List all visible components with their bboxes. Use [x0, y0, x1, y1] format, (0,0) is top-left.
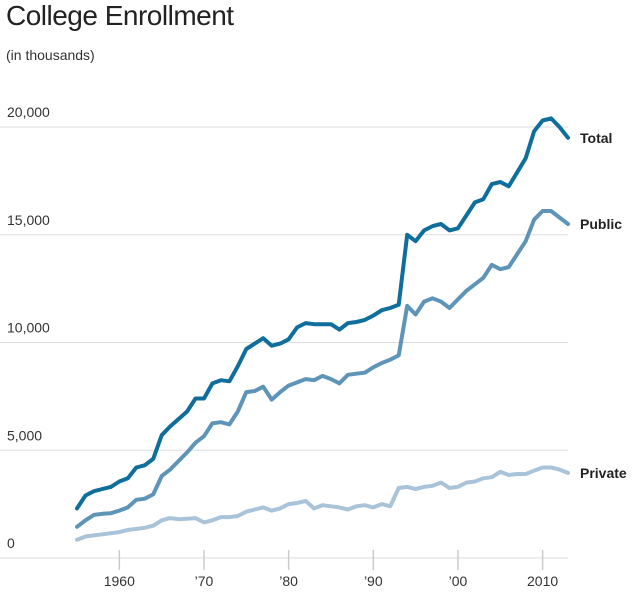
- x-tick-label: ’90: [364, 573, 383, 589]
- x-tick-label: ’70: [195, 573, 214, 589]
- series-label-total: Total: [580, 130, 612, 146]
- y-tick-label: 20,000: [7, 104, 50, 120]
- series-labels: Total Public Private: [580, 130, 627, 481]
- x-tick-label: ’00: [449, 573, 468, 589]
- x-axis: 1960 ’70 ’80 ’90 ’00 2010: [104, 550, 558, 589]
- series-lines: [75, 116, 570, 542]
- y-tick-label: 0: [7, 535, 15, 551]
- series-line-public: [75, 209, 570, 529]
- gridlines: [0, 126, 568, 559]
- chart-title: College Enrollment: [6, 0, 234, 31]
- y-tick-label: 5,000: [7, 427, 42, 443]
- x-tick-label: ’80: [279, 573, 298, 589]
- y-axis: 0 5,000 10,000 15,000 20,000: [7, 104, 50, 551]
- x-tick-label: 1960: [104, 573, 135, 589]
- chart-subtitle: (in thousands): [6, 47, 95, 63]
- series-line-total: [75, 116, 570, 511]
- series-label-private: Private: [580, 465, 627, 481]
- y-tick-label: 15,000: [7, 212, 50, 228]
- x-tick-label: 2010: [527, 573, 558, 589]
- y-tick-label: 10,000: [7, 320, 50, 336]
- series-line-private: [75, 465, 570, 542]
- series-label-public: Public: [580, 216, 622, 232]
